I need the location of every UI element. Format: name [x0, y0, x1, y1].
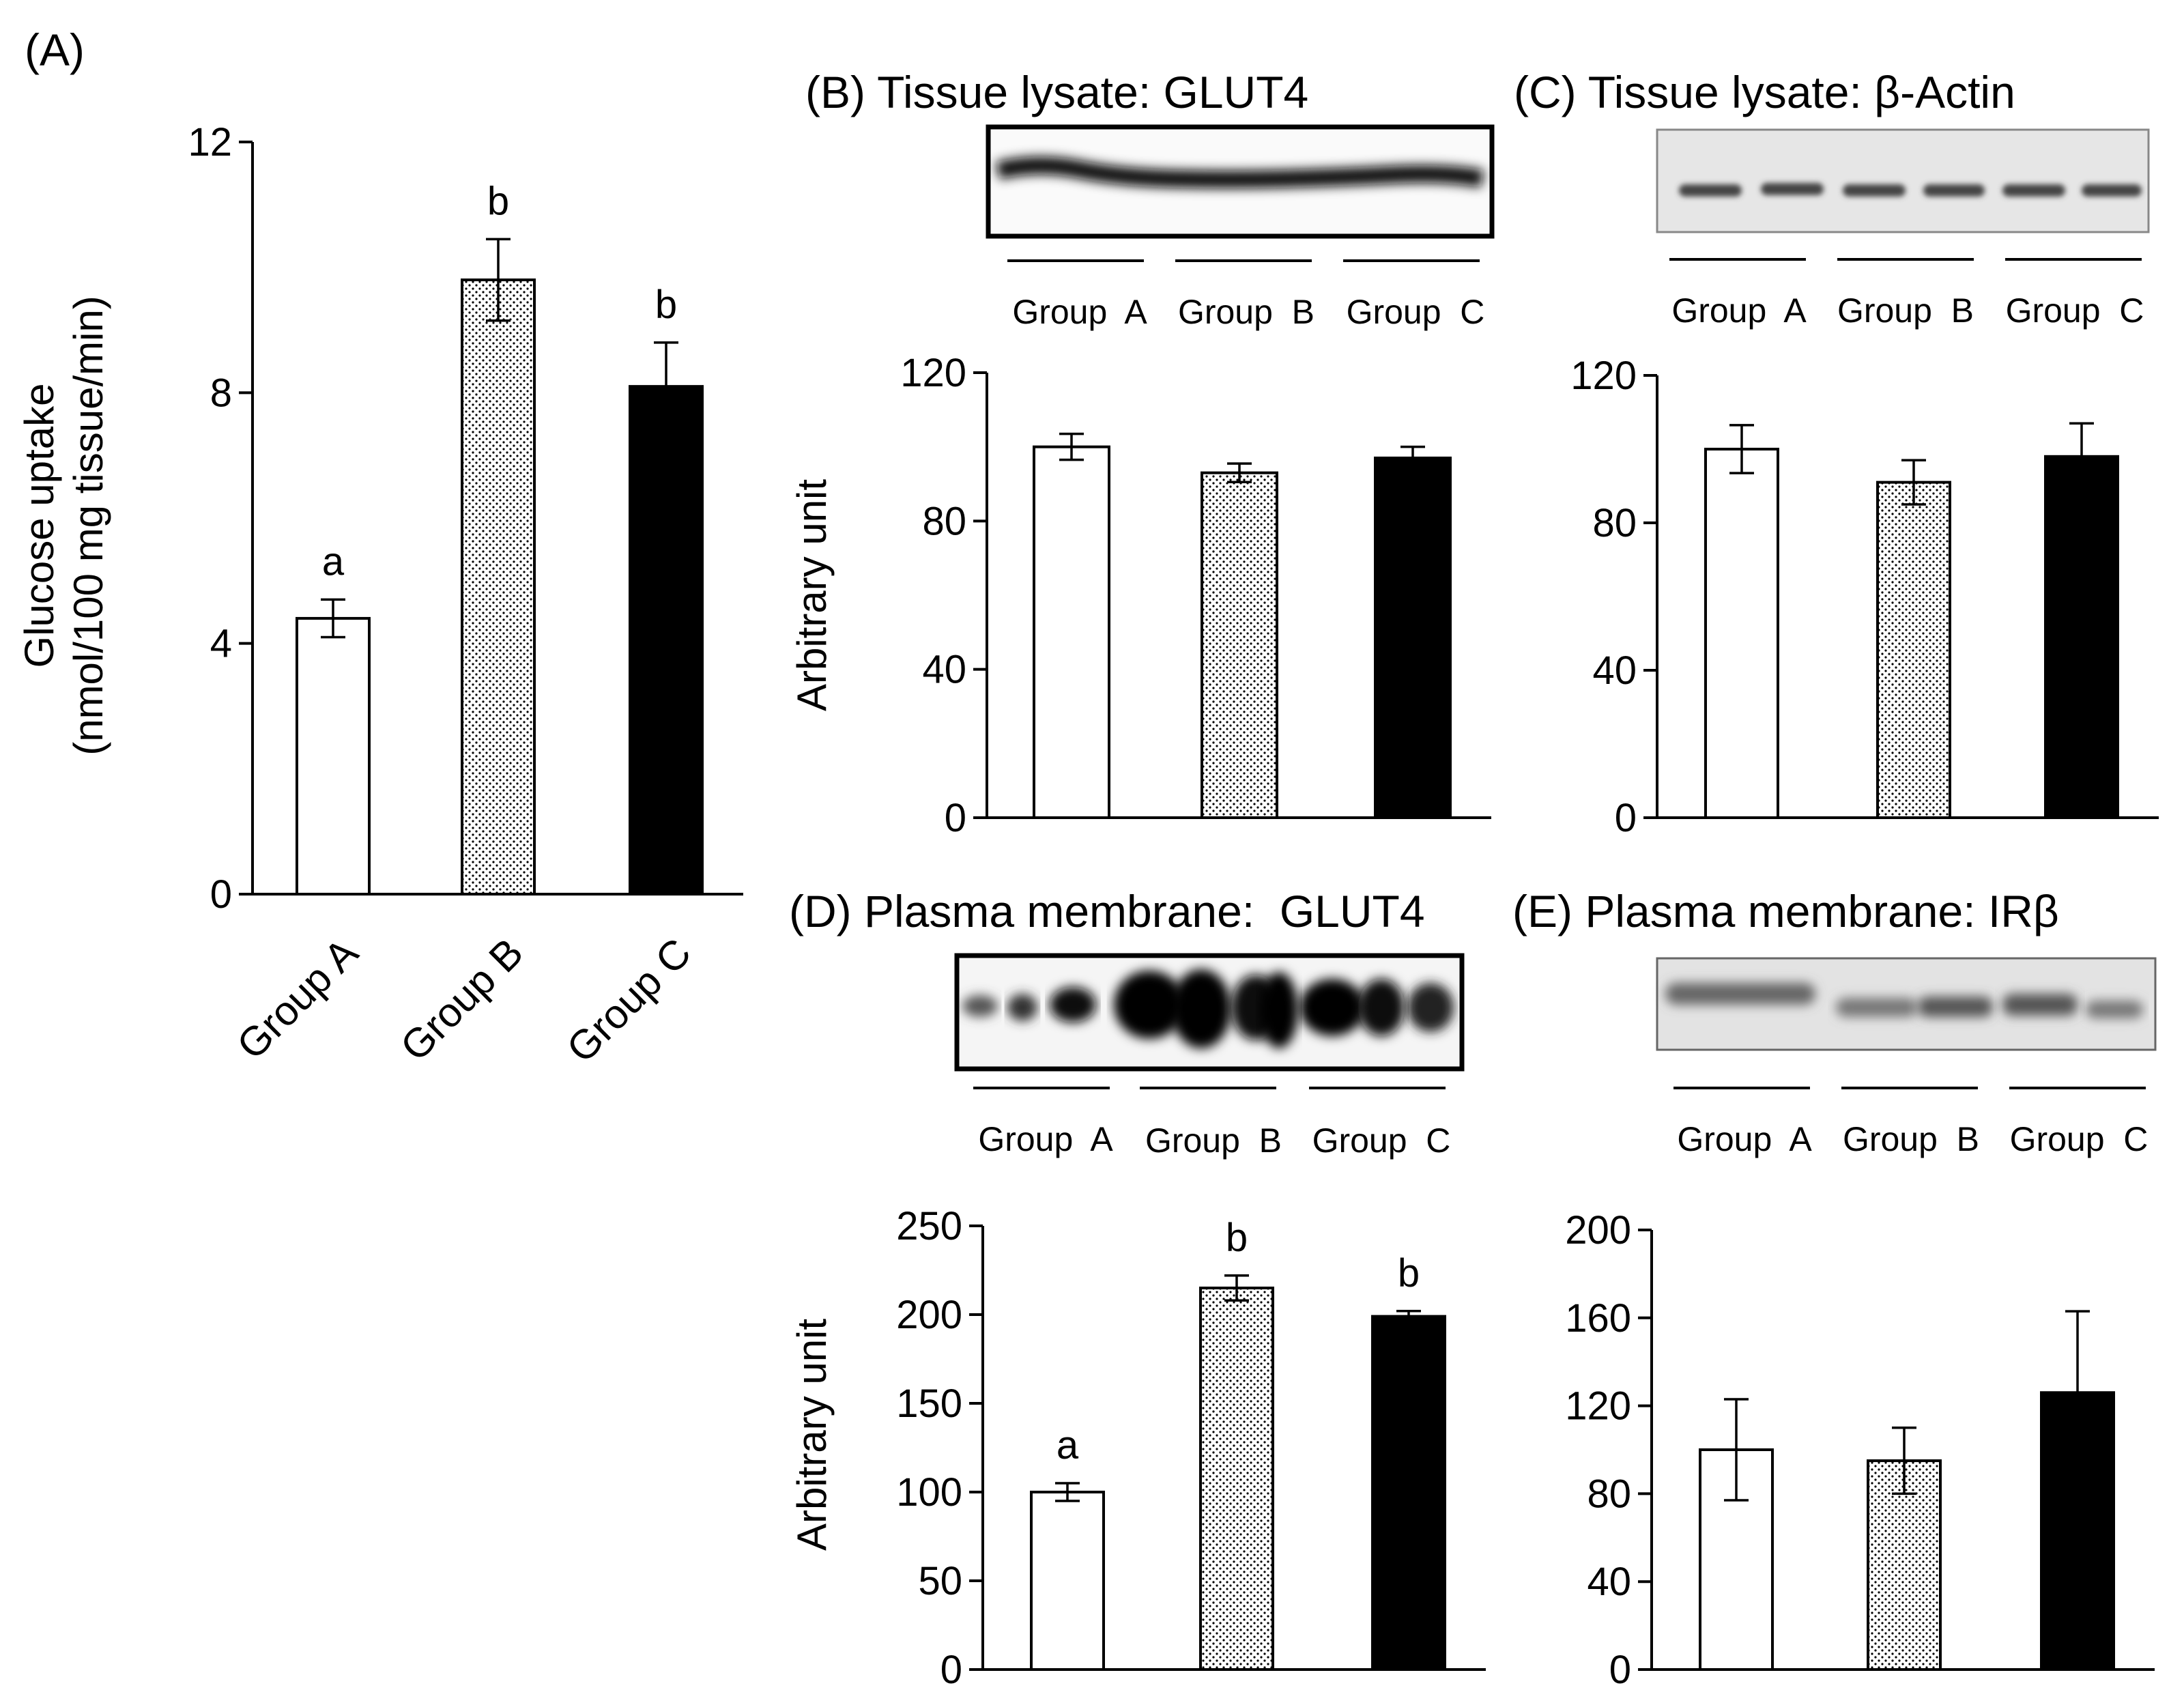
panel-a-ytick-label: 12: [188, 120, 232, 164]
panel-b-bar-group-a: [1033, 445, 1110, 819]
panel-d-lane-label-a: Group A: [978, 1120, 1113, 1158]
panel-e-membrane-ir-beta: (E) Plasma membrane: IRβ Group A Group B…: [1512, 886, 2157, 1690]
panel-b-lane-label-a: Group A: [1012, 293, 1147, 331]
panel-c-ytick-label: 80: [1592, 501, 1637, 545]
panel-d-lane-label-c: Group C: [1312, 1121, 1451, 1160]
panel-a-ytick-label: 0: [210, 872, 232, 917]
panel-a-category-label: Group B: [392, 930, 532, 1070]
panel-e-bar-group-b: [1867, 1459, 1942, 1672]
panel-e-lane-label-c: Group C: [2010, 1120, 2149, 1158]
panel-a-sig-letter: b: [655, 283, 677, 327]
panel-e-error-bar: [2065, 1310, 2090, 1474]
panel-d-ylabel: Arbitrary unit: [789, 1319, 835, 1551]
panel-b-western-blot: [986, 124, 1495, 239]
panel-c-ytick-label: 40: [1592, 648, 1637, 693]
panel-d-bar-group-a: [1030, 1491, 1105, 1671]
panel-c-ytick-label: 120: [1570, 354, 1637, 398]
panel-c-western-blot: [1656, 128, 2150, 233]
panel-d-ytick-label: 0: [940, 1648, 962, 1690]
panel-a-error-bar: [654, 341, 678, 431]
panel-d-ytick-label: 50: [918, 1559, 962, 1603]
panel-a-ytick-label: 4: [210, 622, 232, 666]
panel-b-ytick-label: 120: [900, 351, 966, 395]
panel-b-error-bar: [1400, 445, 1425, 470]
panel-a-bar-group-c: [629, 385, 704, 896]
panel-c-bar-group-a: [1704, 448, 1779, 819]
panel-b-ytick-label: 80: [922, 499, 966, 543]
panel-b-error-bar: [1227, 462, 1252, 484]
panel-c-error-bar: [1901, 459, 1926, 506]
panel-c-tissue-beta-actin: (C) Tissue lysate: β-Actin Group A Group…: [1514, 67, 2159, 840]
panel-b-bar-group-c: [1374, 456, 1452, 819]
panel-d-sig-letter: a: [1057, 1423, 1079, 1467]
panel-a-category-label: Group A: [228, 930, 367, 1068]
panel-e-ytick-label: 200: [1565, 1208, 1631, 1252]
panel-a-sig-letter: a: [322, 539, 345, 584]
panel-e-western-blot: [1656, 957, 2157, 1051]
panel-c-lane-label-c: Group C: [2006, 291, 2144, 330]
panel-e-lane-label-b: Group B: [1843, 1120, 1979, 1158]
panel-e-ytick-label: 160: [1565, 1296, 1631, 1341]
panel-d-sig-letter: b: [1398, 1251, 1420, 1295]
panel-b-error-bar: [1059, 432, 1084, 461]
panel-d-bar-group-c: [1371, 1315, 1446, 1671]
panel-a-ytick-label: 8: [210, 371, 232, 415]
panel-b-label: (B) Tissue lysate: GLUT4: [805, 67, 1308, 117]
panel-a-error-bar: [321, 598, 345, 639]
panel-c-lane-label-b: Group B: [1837, 291, 1974, 330]
panel-d-membrane-glut4: (D) Plasma membrane: GLUT4 Group A Group…: [789, 886, 1486, 1690]
panel-c-bar-group-c: [2044, 455, 2119, 819]
panel-e-ytick-label: 80: [1587, 1472, 1631, 1516]
panel-d-label: (D) Plasma membrane: GLUT4: [789, 886, 1425, 936]
panel-b-bar-group-b: [1201, 471, 1278, 819]
panel-a-glucose-uptake: (A) Glucose uptake (nmol/100 mg tissue/m…: [16, 25, 743, 1072]
panel-a-bar-group-a: [296, 616, 371, 896]
panel-d-western-blot: [954, 953, 1465, 1072]
panel-a-label: (A): [25, 25, 85, 75]
panel-a-bar-group-b: [461, 278, 536, 896]
panel-c-label: (C) Tissue lysate: β-Actin: [1514, 67, 2015, 117]
panel-b-lane-label-c: Group C: [1347, 293, 1485, 331]
panel-b-ylabel: Arbitrary unit: [789, 479, 835, 711]
panel-d-sig-letter: b: [1226, 1216, 1248, 1260]
panel-b-lane-label-b: Group B: [1178, 293, 1314, 331]
panel-a-error-bar: [486, 238, 511, 322]
panel-d-error-bar: [1396, 1310, 1421, 1322]
panel-d-ytick-label: 150: [896, 1381, 962, 1426]
panel-c-bar-group-b: [1876, 481, 1951, 819]
panel-c-error-bar: [2069, 422, 2094, 490]
panel-d-error-bar: [1224, 1274, 1249, 1302]
panel-b-tissue-glut4: (B) Tissue lysate: GLUT4 Group A Group B…: [789, 67, 1495, 840]
panel-a-sig-letter: b: [487, 179, 509, 223]
panel-d-ytick-label: 200: [896, 1293, 962, 1337]
panel-e-label: (E) Plasma membrane: IRβ: [1512, 886, 2059, 936]
panel-a-ylabel-line2: (nmol/100 mg tissue/min): [66, 296, 111, 756]
panel-a-ylabel-line1: Glucose uptake: [16, 384, 62, 668]
panel-b-ytick-label: 0: [945, 796, 966, 840]
panel-e-error-bar: [1724, 1398, 1749, 1502]
panel-d-error-bar: [1055, 1482, 1080, 1502]
panel-e-error-bar: [1892, 1427, 1916, 1495]
panel-e-lane-label-a: Group A: [1677, 1120, 1812, 1158]
panel-c-error-bar: [1729, 424, 1754, 474]
panel-b-ytick-label: 40: [922, 648, 966, 692]
panel-e-ytick-label: 120: [1565, 1384, 1631, 1429]
panel-e-ytick-label: 0: [1609, 1648, 1631, 1690]
panel-c-lane-label-a: Group A: [1671, 291, 1807, 330]
panel-d-lane-label-b: Group B: [1145, 1121, 1282, 1160]
panel-e-ytick-label: 40: [1587, 1560, 1631, 1604]
panel-c-ytick-label: 0: [1615, 796, 1637, 840]
panel-d-ytick-label: 250: [896, 1204, 962, 1248]
panel-a-category-label: Group C: [558, 930, 700, 1072]
panel-d-bar-group-b: [1199, 1287, 1274, 1671]
panel-d-ytick-label: 100: [896, 1470, 962, 1515]
